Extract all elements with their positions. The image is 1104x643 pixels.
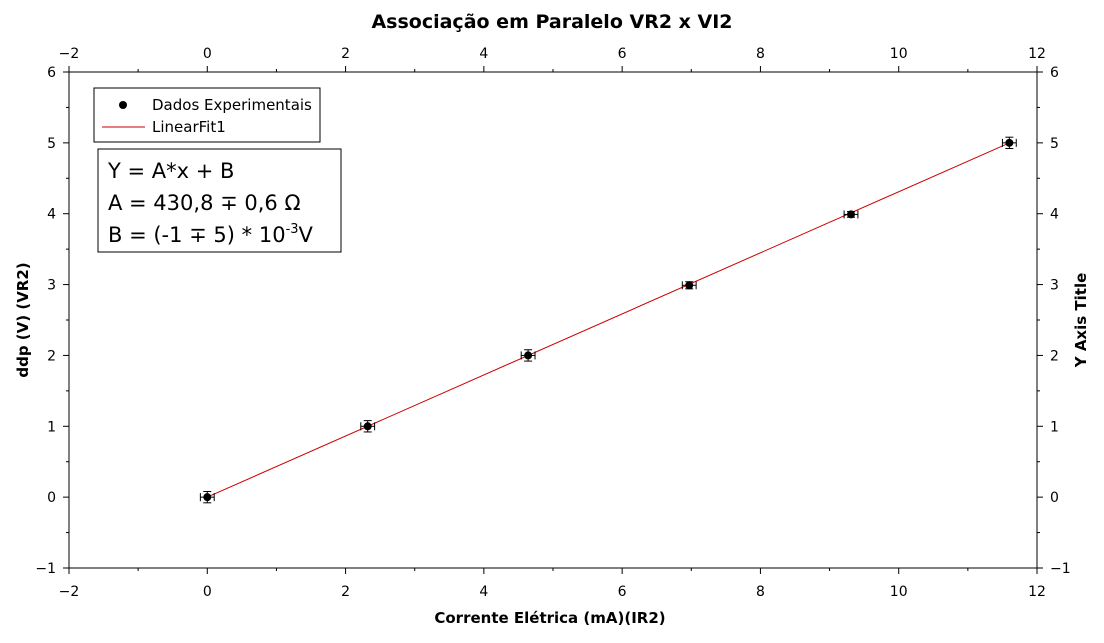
chart-title: Associação em Paralelo VR2 x VI2 <box>371 11 732 33</box>
fit-annotation-box <box>97 148 342 253</box>
data-marker <box>203 493 212 502</box>
x-tick-label-bottom: −2 <box>59 584 80 600</box>
y-tick-label-right: 5 <box>1050 136 1059 152</box>
y-tick-label-right: 6 <box>1050 65 1059 81</box>
data-point <box>360 420 376 433</box>
x-tick-label-bottom: 12 <box>1028 584 1046 600</box>
y-tick-label-left: 4 <box>47 207 56 223</box>
data-marker <box>685 281 694 290</box>
data-point <box>520 349 536 362</box>
y-tick-label-right: 3 <box>1050 278 1059 294</box>
linear-fit-line <box>207 142 1010 498</box>
fit-parameter-a: A = 430,8 ∓ 0,6 Ω <box>108 191 301 215</box>
x-tick-label-top: 12 <box>1028 46 1046 62</box>
y-tick-label-right: 2 <box>1050 348 1059 364</box>
legend: Dados Experimentais LinearFit1 <box>93 87 321 143</box>
fit-parameter-b: B = (-1 ∓ 5) * 10-3V <box>108 222 314 247</box>
x-axis-label: Corrente Elétrica (mA)(IR2) <box>434 609 665 627</box>
x-tick-label-bottom: 6 <box>618 584 627 600</box>
y-tick-label-left: 0 <box>47 490 56 506</box>
data-marker <box>524 351 533 360</box>
y-tick-label-left: 3 <box>47 278 56 294</box>
data-point <box>681 281 697 290</box>
y-tick-label-left: 2 <box>47 348 56 364</box>
fit-parameter-b-unit: V <box>299 223 314 247</box>
data-point <box>843 210 859 219</box>
y-tick-label-left: 1 <box>47 419 56 435</box>
data-marker <box>363 422 372 431</box>
data-marker <box>847 210 856 219</box>
x-tick-label-bottom: 10 <box>890 584 908 600</box>
legend-marker-icon <box>119 101 127 109</box>
x-tick-label-top: 8 <box>756 46 765 62</box>
y-tick-label-left: 6 <box>47 65 56 81</box>
x-tick-label-top: 4 <box>479 46 488 62</box>
data-point <box>199 490 215 504</box>
fit-parameter-b-exponent: -3 <box>286 222 299 237</box>
data-marker <box>1005 138 1014 147</box>
fit-equation: Y = A*x + B <box>107 159 234 183</box>
y-tick-label-right: 1 <box>1050 419 1059 435</box>
fit-annotation: Y = A*x + B A = 430,8 ∓ 0,6 Ω B = (-1 ∓ … <box>97 148 342 253</box>
x-tick-label-top: 6 <box>618 46 627 62</box>
x-tick-label-top: 10 <box>890 46 908 62</box>
legend-box <box>93 87 321 143</box>
data-points <box>199 136 1017 504</box>
y-tick-label-right: 4 <box>1050 207 1059 223</box>
fit-layer <box>207 142 1010 498</box>
y-tick-label-left: −1 <box>35 561 56 577</box>
x-tick-label-bottom: 4 <box>479 584 488 600</box>
x-tick-label-bottom: 2 <box>341 584 350 600</box>
x-tick-label-top: 0 <box>203 46 212 62</box>
fit-parameter-b-main: B = (-1 ∓ 5) * 10 <box>108 223 286 247</box>
y-tick-label-right: −1 <box>1050 561 1071 577</box>
data-point <box>1001 136 1017 150</box>
x-tick-label-top: 2 <box>341 46 350 62</box>
y-axis-label-right: Y Axis Title <box>1072 273 1090 369</box>
legend-label-series-2: LinearFit1 <box>152 118 226 136</box>
legend-label-series-1: Dados Experimentais <box>152 96 312 114</box>
x-tick-label-bottom: 8 <box>756 584 765 600</box>
x-tick-label-bottom: 0 <box>203 584 212 600</box>
x-tick-label-top: −2 <box>59 46 80 62</box>
y-tick-label-right: 0 <box>1050 490 1059 506</box>
y-tick-label-left: 5 <box>47 136 56 152</box>
y-axis-label: ddp (V) (VR2) <box>14 262 32 377</box>
